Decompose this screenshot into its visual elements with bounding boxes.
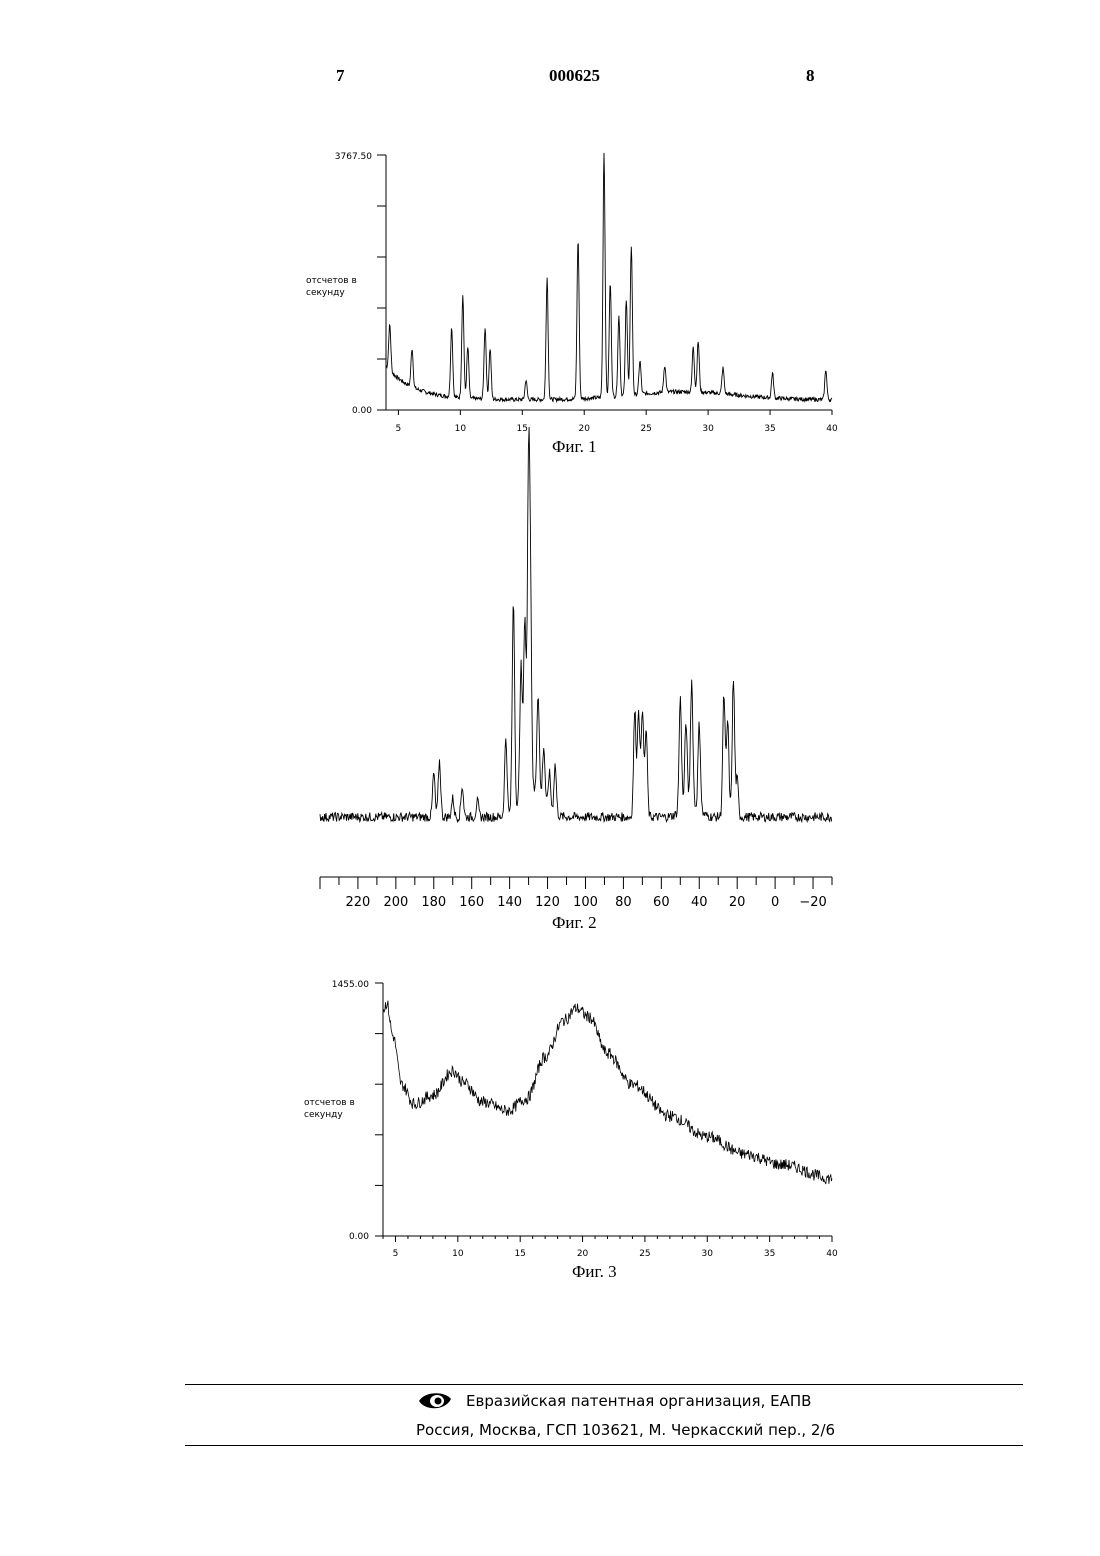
fig1-x-tick-label: 25 (640, 424, 651, 434)
fig3-x-tick-label: 20 (577, 1249, 589, 1259)
fig3-ylabel-line2: секунду (304, 1110, 343, 1120)
eapo-logo-icon (417, 1389, 453, 1413)
fig1-x-tick-label: 30 (702, 424, 714, 434)
fig2-x-tick-label: 100 (573, 895, 598, 910)
fig2-x-tick-label: 180 (421, 895, 446, 910)
fig2-x-tick-label: 140 (497, 895, 522, 910)
figure-2-caption: Фиг. 2 (552, 913, 597, 933)
fig2-x-tick-label: 200 (383, 895, 408, 910)
fig1-ylabel-line1: отсчетов в (306, 276, 357, 286)
fig2-x-tick-label: 20 (729, 895, 746, 910)
fig2-x-tick-label: 0 (771, 895, 779, 910)
fig3-x-tick-label: 5 (393, 1249, 399, 1259)
fig2-x-tick-label: 80 (615, 895, 632, 910)
fig1-x-tick-label: 15 (517, 424, 528, 434)
fig2-x-tick-label: 160 (459, 895, 484, 910)
fig1-x-tick-label: 40 (826, 424, 838, 434)
footer-top-rule (185, 1384, 1023, 1385)
fig3-x-tick-label: 30 (702, 1249, 714, 1259)
fig3-ymin-label: 0.00 (349, 1232, 369, 1242)
fig3-x-tick-label: 25 (639, 1249, 650, 1259)
figure-3-chart: 510152025303540 1455.00 0.00 отсчетов в … (304, 980, 838, 1259)
figure-2-chart: 220200180160140120100806040200−20 (320, 427, 832, 910)
fig3-x-tick-label: 15 (514, 1249, 525, 1259)
fig2-x-tick-label: 40 (691, 895, 708, 910)
fig2-x-tick-label: 60 (653, 895, 670, 910)
figure-1-chart: 510152025303540 3767.50 0.00 отсчетов в … (306, 152, 838, 434)
fig1-x-tick-label: 10 (455, 424, 467, 434)
figure-1-caption: Фиг. 1 (552, 437, 597, 457)
fig1-diffraction-trace (386, 153, 832, 402)
fig3-ylabel-line1: отсчетов в (304, 1098, 355, 1108)
fig3-ymax-label: 1455.00 (332, 980, 369, 990)
fig2-x-tick-label: 120 (535, 895, 560, 910)
figure-3-caption: Фиг. 3 (572, 1262, 617, 1282)
fig3-x-tick-label: 35 (764, 1249, 775, 1259)
footer-bottom-rule (185, 1445, 1023, 1446)
fig2-x-tick-label: −20 (799, 895, 826, 910)
fig1-ymax-label: 3767.50 (335, 152, 372, 162)
footer-address: Россия, Москва, ГСП 103621, М. Черкасски… (416, 1421, 835, 1439)
fig1-ylabel-line2: секунду (306, 288, 345, 298)
fig3-x-tick-label: 10 (452, 1249, 464, 1259)
fig2-nmr-trace (320, 427, 832, 822)
fig1-x-tick-label: 5 (396, 424, 402, 434)
fig3-diffraction-trace (383, 1001, 832, 1185)
fig1-ymin-label: 0.00 (352, 406, 372, 416)
fig2-x-tick-label: 220 (346, 895, 371, 910)
footer-organization: Евразийская патентная организация, ЕАПВ (466, 1392, 811, 1410)
fig1-x-tick-label: 35 (764, 424, 775, 434)
fig1-x-tick-label: 20 (578, 424, 590, 434)
fig3-x-tick-label: 40 (826, 1249, 838, 1259)
